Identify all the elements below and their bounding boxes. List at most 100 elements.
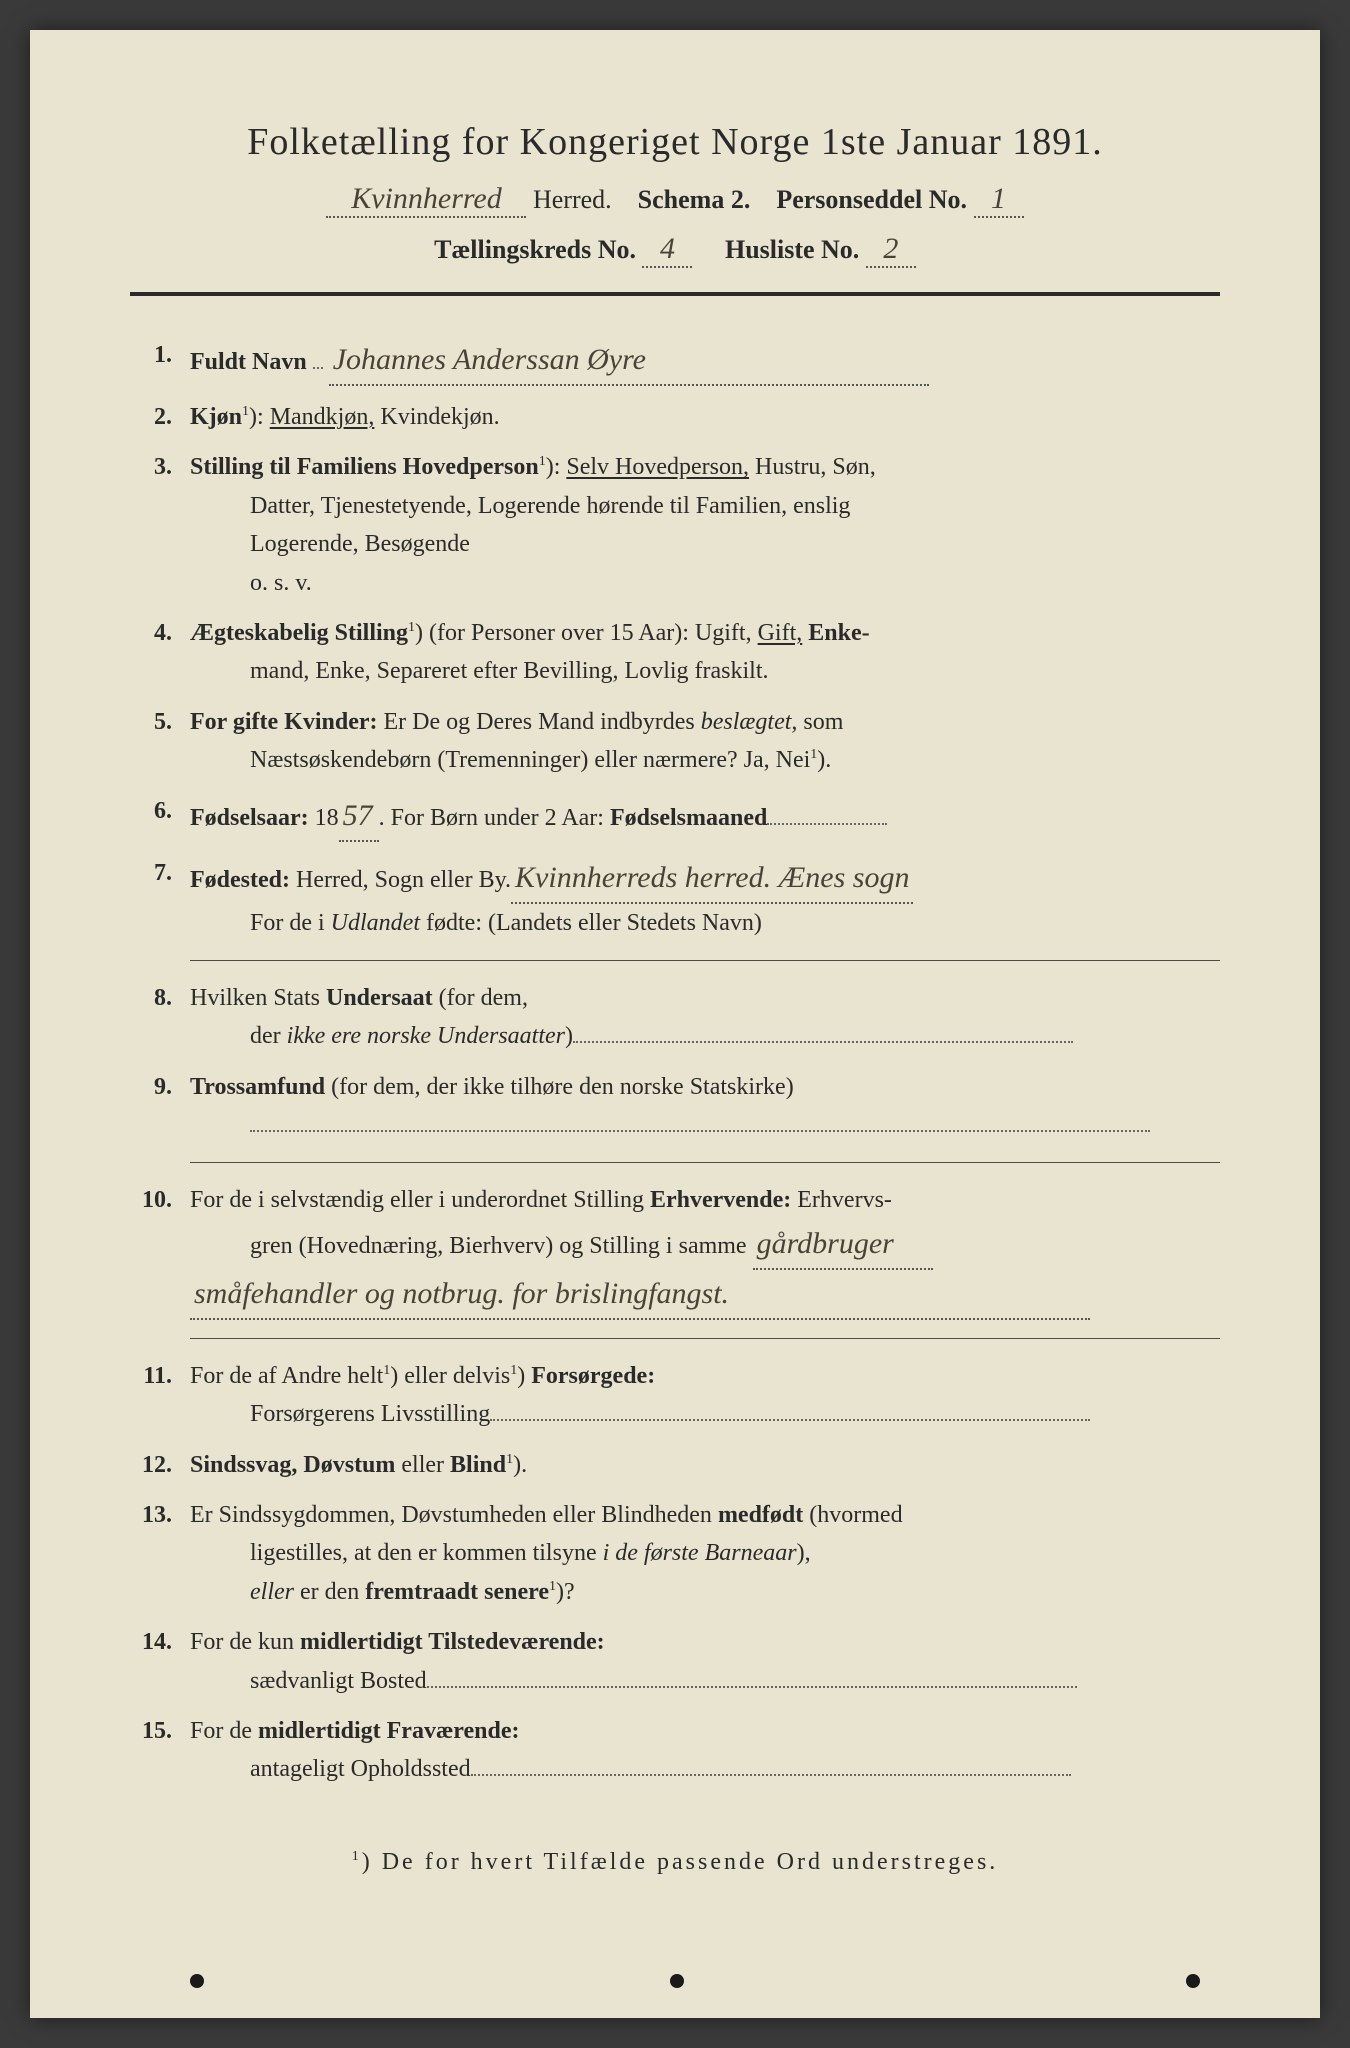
line2: Forsørgerens Livsstilling [190, 1395, 1220, 1433]
name-value: Johannes Anderssan Øyre [329, 336, 929, 386]
italic: ikke ere norske Undersaatter [287, 1023, 565, 1049]
hole-mark [670, 1974, 684, 1988]
item-num: 3. [130, 448, 190, 602]
line2rest: ) [565, 1023, 573, 1049]
kreds-no: 4 [642, 232, 692, 268]
line2: mand, Enke, Separeret efter Bevilling, L… [190, 652, 1220, 690]
item-body: Hvilken Stats Undersaat (for dem, der ik… [190, 979, 1220, 1056]
italic: i de første Barneaar [603, 1540, 797, 1566]
item-body: For de midlertidigt Fraværende: antageli… [190, 1712, 1220, 1789]
label: Kjøn [190, 404, 242, 430]
bold2: Fødselsmaaned [610, 805, 767, 831]
line2: Datter, Tjenestetyende, Logerende hørend… [190, 487, 1220, 525]
item-4: 4. Ægteskabelig Stilling1) (for Personer… [130, 614, 1220, 691]
item-num: 14. [130, 1623, 190, 1700]
text2: . For Børn under 2 Aar: [379, 805, 610, 831]
rest: som [797, 709, 843, 735]
label: Stilling til Familiens Hovedperson [190, 454, 539, 480]
census-form-page: Folketælling for Kongeriget Norge 1ste J… [30, 30, 1320, 2018]
item-body: Er Sindssygdommen, Døvstumheden eller Bl… [190, 1496, 1220, 1611]
herred-label: Herred. [533, 185, 612, 214]
label-pre: Hvilken Stats [190, 985, 326, 1011]
item-5: 5. For gifte Kvinder: Er De og Deres Man… [130, 703, 1220, 780]
text: Herred, Sogn eller By. [290, 867, 511, 893]
line2: antageligt Opholdssted [190, 1750, 1220, 1788]
text-pre: For de [190, 1718, 258, 1744]
item-num: 10. [130, 1181, 190, 1319]
text: (for dem, [433, 985, 528, 1011]
item-body: Ægteskabelig Stilling1) (for Personer ov… [190, 614, 1220, 691]
item-num: 6. [130, 792, 190, 842]
item-num: 13. [130, 1496, 190, 1611]
text: ) (for Personer over 15 Aar): Ugift, [415, 620, 758, 646]
sup: 1 [242, 404, 249, 419]
label: Trossamfund [190, 1074, 325, 1100]
bold3: fremtraadt senere [365, 1579, 549, 1605]
label: For gifte Kvinder: [190, 709, 378, 735]
divider-thick [130, 292, 1220, 296]
item-num: 5. [130, 703, 190, 780]
text2: ). [513, 1452, 527, 1478]
item-num: 8. [130, 979, 190, 1056]
footnote-text: ) De for hvert Tilfælde passende Ord und… [362, 1849, 999, 1875]
line2: gren (Hovednæring, Bierhverv) og Stillin… [190, 1220, 1220, 1270]
selected: Selv Hovedperson, [566, 454, 749, 480]
line2: sædvanligt Bosted [190, 1662, 1220, 1700]
line2-text: sædvanligt Bosted [250, 1668, 427, 1694]
text: ): [249, 404, 270, 430]
divider-thin [190, 1338, 1220, 1339]
line2rest: ), [797, 1540, 811, 1566]
text: eller [395, 1452, 450, 1478]
hole-mark [1186, 1974, 1200, 1988]
sup: 1 [539, 454, 546, 469]
label: Fuldt Navn [190, 349, 307, 375]
line2end: ). [817, 747, 831, 773]
husliste-no: 2 [866, 232, 916, 268]
item-num: 15. [130, 1712, 190, 1789]
line2-text: Næstsøskendebørn (Tremenninger) eller næ… [250, 747, 810, 773]
item-body: Fødselsaar: 1857. For Børn under 2 Aar: … [190, 792, 1220, 842]
text: Erhvervs- [791, 1187, 892, 1213]
year-value: 57 [339, 792, 379, 842]
bold: Erhvervende: [650, 1187, 791, 1213]
footnote: 1) De for hvert Tilfælde passende Ord un… [130, 1849, 1220, 1876]
item-3: 3. Stilling til Familiens Hovedperson1):… [130, 448, 1220, 602]
bold2: Blind [450, 1452, 506, 1478]
sup3: 1 [549, 1579, 556, 1594]
occupation-value: gårdbruger [753, 1220, 933, 1270]
item-num: 1. [130, 336, 190, 386]
item-9: 9. Trossamfund (for dem, der ikke tilhør… [130, 1068, 1220, 1145]
sup: 1 [408, 620, 415, 635]
label: Sindssvag, Døvstum [190, 1452, 395, 1478]
item-num: 7. [130, 854, 190, 942]
bold-rest: Enke- [802, 620, 869, 646]
text-pre: Er Sindssygdommen, Døvstumheden eller Bl… [190, 1502, 718, 1528]
line3: Logerende, Besøgende [190, 525, 1220, 563]
line3: eller er den fremtraadt senere1)? [190, 1573, 1220, 1611]
subtitle-herred: Kvinnherred Herred. Schema 2. Personsedd… [130, 182, 1220, 218]
label: Fødested: [190, 867, 290, 893]
label: Ægteskabelig Stilling [190, 620, 408, 646]
bold: medfødt [718, 1502, 803, 1528]
bold: midlertidigt Tilstedeværende: [300, 1629, 605, 1655]
herred-value: Kvinnherred [326, 182, 526, 218]
item-body: Fuldt Navn Johannes Anderssan Øyre [190, 336, 1220, 386]
item-12: 12. Sindssvag, Døvstum eller Blind1). [130, 1446, 1220, 1484]
item-body: For de af Andre helt1) eller delvis1) Fo… [190, 1357, 1220, 1434]
person-no: 1 [974, 182, 1024, 218]
text-mid: ) eller delvis [390, 1363, 510, 1389]
line2-text: Forsørgerens Livsstilling [250, 1401, 490, 1427]
text: Er De og Deres Mand indbyrdes [378, 709, 701, 735]
rest: Hustru, Søn, [749, 454, 876, 480]
line2-text: gren (Hovednæring, Bierhverv) og Stillin… [250, 1233, 747, 1259]
item-body: For de i selvstændig eller i underordnet… [190, 1181, 1220, 1319]
item-num: 9. [130, 1068, 190, 1145]
item-num: 12. [130, 1446, 190, 1484]
line2: Næstsøskendebørn (Tremenninger) eller næ… [190, 741, 1220, 779]
item-10: 10. For de i selvstændig eller i underor… [130, 1181, 1220, 1319]
item-body: Trossamfund (for dem, der ikke tilhøre d… [190, 1068, 1220, 1145]
birthplace-value: Kvinnherreds herred. Ænes sogn [511, 854, 913, 904]
item-num: 11. [130, 1357, 190, 1434]
hole-mark [190, 1974, 204, 1988]
item-body: Stilling til Familiens Hovedperson1): Se… [190, 448, 1220, 602]
